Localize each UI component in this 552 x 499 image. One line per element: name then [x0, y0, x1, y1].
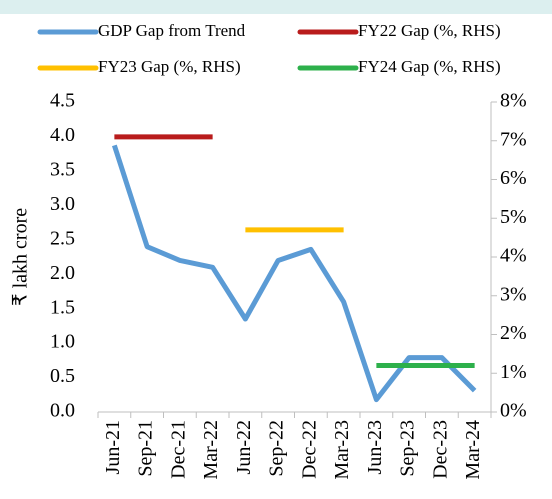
x-tick-label: Jun-21 [102, 420, 124, 474]
y-axis-title: ₹ lakh crore [10, 208, 32, 306]
x-tick-label: Sep-22 [266, 420, 288, 477]
y2-tick-label: 0% [500, 400, 527, 422]
x-tick-label: Sep-21 [135, 420, 157, 477]
y2-tick-label: 8% [500, 90, 527, 112]
x-tick-label: Dec-22 [298, 420, 320, 479]
x-tick-label: Mar-22 [200, 420, 222, 480]
legend-label: FY23 Gap (%, RHS) [98, 57, 241, 76]
y-tick-label: 0.5 [50, 365, 75, 387]
y2-tick-label: 5% [500, 206, 527, 228]
x-tick-label: Sep-23 [397, 420, 419, 477]
y2-tick-label: 3% [500, 283, 527, 305]
legend-label: FY22 Gap (%, RHS) [358, 21, 501, 40]
x-tick-label: Dec-23 [429, 420, 451, 479]
y-tick-label: 1.0 [50, 331, 75, 353]
x-tick-label: Mar-24 [462, 420, 484, 480]
y2-tick-label: 1% [500, 361, 527, 383]
y2-tick-label: 6% [500, 167, 527, 189]
y2-tick-label: 2% [500, 322, 527, 344]
y-tick-label: 2.0 [50, 262, 75, 284]
y-tick-label: 3.5 [50, 158, 75, 180]
y-tick-label: 4.0 [50, 124, 75, 146]
x-tick-label: Jun-23 [364, 420, 386, 474]
y-tick-label: 3.0 [50, 193, 75, 215]
y-tick-label: 1.5 [50, 296, 75, 318]
y-tick-label: 4.5 [50, 90, 75, 112]
y2-tick-label: 4% [500, 245, 527, 267]
x-tick-label: Dec-21 [167, 420, 189, 479]
y-tick-label: 2.5 [50, 227, 75, 249]
top-band [0, 0, 552, 14]
series-line [111, 144, 477, 403]
legend-label: GDP Gap from Trend [98, 21, 246, 40]
y-tick-label: 0.0 [50, 400, 75, 422]
x-tick-label: Mar-23 [331, 420, 353, 480]
x-tick-label: Jun-22 [233, 420, 255, 474]
legend-label: FY24 Gap (%, RHS) [358, 57, 501, 76]
y2-tick-label: 7% [500, 128, 527, 150]
